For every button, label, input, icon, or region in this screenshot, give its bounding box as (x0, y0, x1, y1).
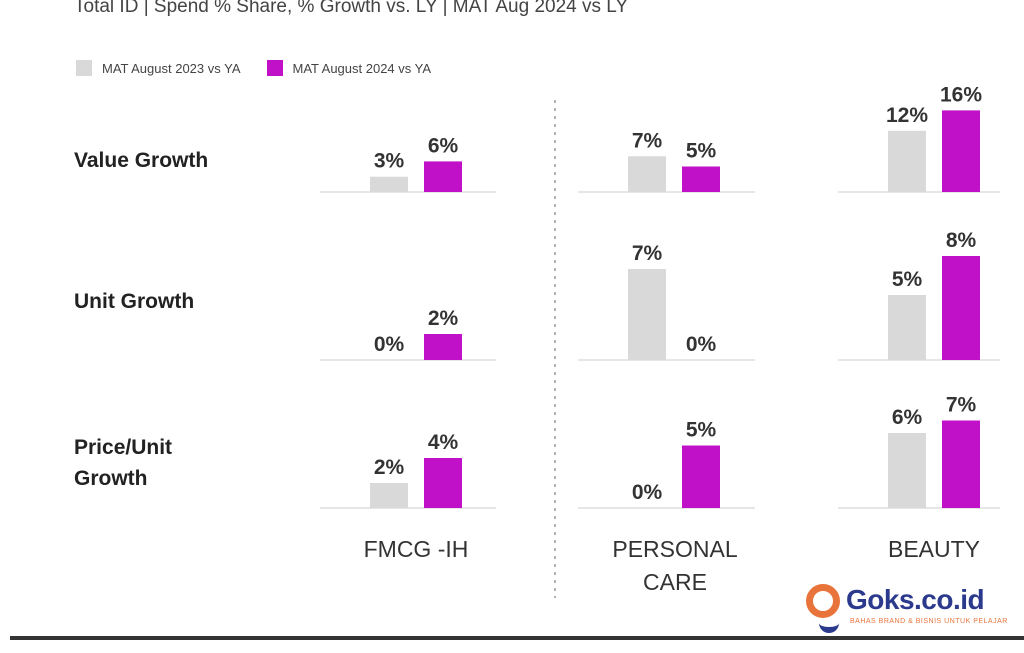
bar-label-price-unit-growth-fmcg-ih-2023: 2% (374, 456, 405, 479)
legend-swatch-2023 (76, 60, 92, 76)
bar-label-price-unit-growth-personal-care-2023: 0% (632, 481, 663, 504)
legend-item-2024: MAT August 2024 vs YA (266, 60, 432, 76)
bar-label-unit-growth-personal-care-2023: 7% (632, 242, 663, 265)
legend-label-2023: MAT August 2023 vs YA (102, 60, 241, 76)
legend-item-2023: MAT August 2023 vs YA (76, 60, 241, 76)
footer-divider (10, 636, 1024, 640)
bar-label-price-unit-growth-personal-care-2024: 5% (686, 419, 717, 442)
bar-label-value-growth-personal-care-2024: 5% (686, 140, 717, 163)
bar-value-growth-personal-care-2023 (628, 156, 666, 192)
row-label-unit-growth: Unit Growth (74, 290, 195, 313)
bar-label-price-unit-growth-beauty-2024: 7% (946, 394, 977, 417)
bar-label-value-growth-beauty-2023: 12% (886, 104, 928, 127)
category-label-beauty: BEAUTY (888, 536, 980, 562)
legend: MAT August 2023 vs YA MAT August 2024 vs… (76, 60, 457, 76)
bar-label-price-unit-growth-beauty-2023: 6% (892, 406, 923, 429)
legend-swatch-2024 (266, 60, 283, 76)
bar-unit-growth-personal-care-2023 (628, 269, 666, 360)
category-label-personal-care-line2: CARE (643, 569, 707, 595)
legend-label-2024: MAT August 2024 vs YA (292, 60, 432, 76)
bar-label-unit-growth-personal-care-2024: 0% (686, 333, 717, 356)
bar-label-price-unit-growth-fmcg-ih-2024: 4% (428, 431, 459, 454)
category-label-fmcg-ih: FMCG -IH (364, 536, 469, 562)
brand-logo-mark (806, 584, 840, 633)
bar-label-unit-growth-beauty-2024: 8% (946, 229, 977, 252)
bar-price-unit-growth-fmcg-ih-2024 (424, 458, 462, 508)
chart-title: Total ID | Spend % Share, % Growth vs. L… (74, 0, 629, 17)
brand-tagline: BAHAS BRAND & BISNIS UNTUK PELAJAR (850, 618, 1008, 625)
brand-name: Goks.co.id (846, 584, 985, 615)
bar-value-growth-fmcg-ih-2024 (424, 161, 462, 192)
bar-price-unit-growth-beauty-2023 (888, 433, 926, 508)
bar-price-unit-growth-fmcg-ih-2023 (370, 483, 408, 508)
bar-value-growth-beauty-2023 (888, 130, 926, 192)
row-label-value-growth: Value Growth (74, 149, 209, 172)
bar-value-growth-fmcg-ih-2023 (370, 176, 408, 192)
bar-value-growth-personal-care-2024 (682, 166, 720, 192)
bar-price-unit-growth-personal-care-2024 (682, 445, 720, 508)
bar-unit-growth-beauty-2023 (888, 295, 926, 360)
bar-unit-growth-beauty-2024 (942, 256, 980, 360)
row-label-price-unit-growth: Price/Unit Growth (74, 436, 173, 490)
bar-label-value-growth-beauty-2024: 16% (940, 83, 982, 106)
category-label-personal-care-line1: PERSONAL (612, 536, 737, 562)
bar-price-unit-growth-beauty-2024 (942, 420, 980, 508)
bar-unit-growth-fmcg-ih-2024 (424, 334, 462, 360)
bar-value-growth-beauty-2024 (942, 110, 980, 192)
bar-label-value-growth-fmcg-ih-2024: 6% (428, 134, 459, 157)
bar-label-value-growth-personal-care-2023: 7% (632, 129, 663, 152)
bar-label-unit-growth-fmcg-ih-2023: 0% (374, 333, 405, 356)
brand-logo: Goks.co.id BAHAS BRAND & BISNIS UNTUK PE… (806, 584, 1008, 633)
bar-label-value-growth-fmcg-ih-2023: 3% (374, 150, 405, 173)
bar-label-unit-growth-beauty-2023: 5% (892, 268, 923, 291)
bar-label-unit-growth-fmcg-ih-2024: 2% (428, 307, 459, 330)
